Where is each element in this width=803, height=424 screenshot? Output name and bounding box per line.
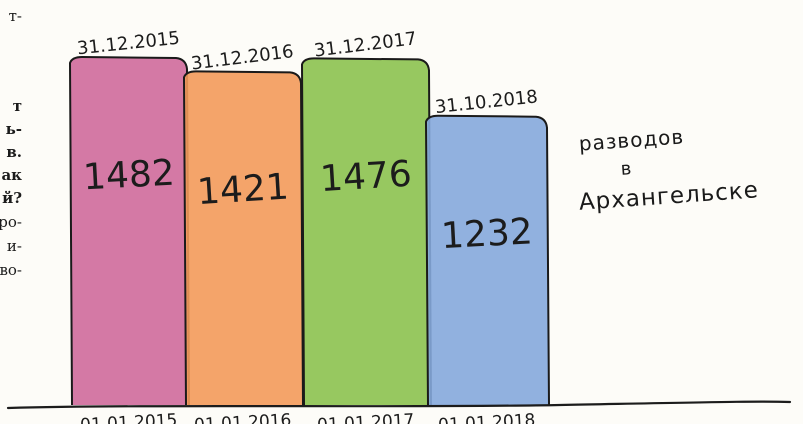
caption-line-3: Архангельске <box>578 177 760 216</box>
chart-caption: разводов в Архангельске <box>574 117 801 242</box>
bar-start-date-label: 01.01.2016 <box>194 410 292 424</box>
bar-31.10.2018 <box>425 114 550 406</box>
bar-31.12.2017 <box>301 57 432 406</box>
article-text-line: ь- <box>5 120 22 138</box>
cut-off-article-text: т-т ь-в. ак й? ро-и-во- <box>0 0 22 340</box>
bar-start-date-label: 01.01.2018 <box>438 410 536 424</box>
bar-end-date-label: 31.12.2016 <box>190 41 295 74</box>
article-text-line: ак <box>1 166 22 184</box>
bar-value-label: 1232 <box>440 211 534 257</box>
article-text-line: ро- <box>0 213 22 231</box>
bar-31.12.2016 <box>183 70 304 406</box>
article-text-line: й? <box>2 189 22 207</box>
bar-start-date-label: 01.01.2017 <box>317 410 415 424</box>
baseline <box>6 400 792 410</box>
article-text-line: и- <box>6 237 22 255</box>
bar-end-date-label: 31.10.2018 <box>434 86 539 118</box>
bar-value-label: 1476 <box>319 154 413 201</box>
bar-end-date-label: 31.12.2017 <box>313 28 418 61</box>
article-text-line: т <box>12 97 22 115</box>
bar-value-label: 1421 <box>196 167 290 214</box>
article-text-line: т- <box>8 7 22 25</box>
article-text-line: в. <box>6 143 22 161</box>
bar-31.12.2015 <box>69 56 190 406</box>
bar-value-label: 1482 <box>82 153 176 199</box>
caption-line-2: в <box>619 158 634 180</box>
bar-start-date-label: 01.01.2015 <box>80 410 178 424</box>
bar-end-date-label: 31.12.2015 <box>76 28 181 60</box>
article-text-line: во- <box>0 261 22 279</box>
